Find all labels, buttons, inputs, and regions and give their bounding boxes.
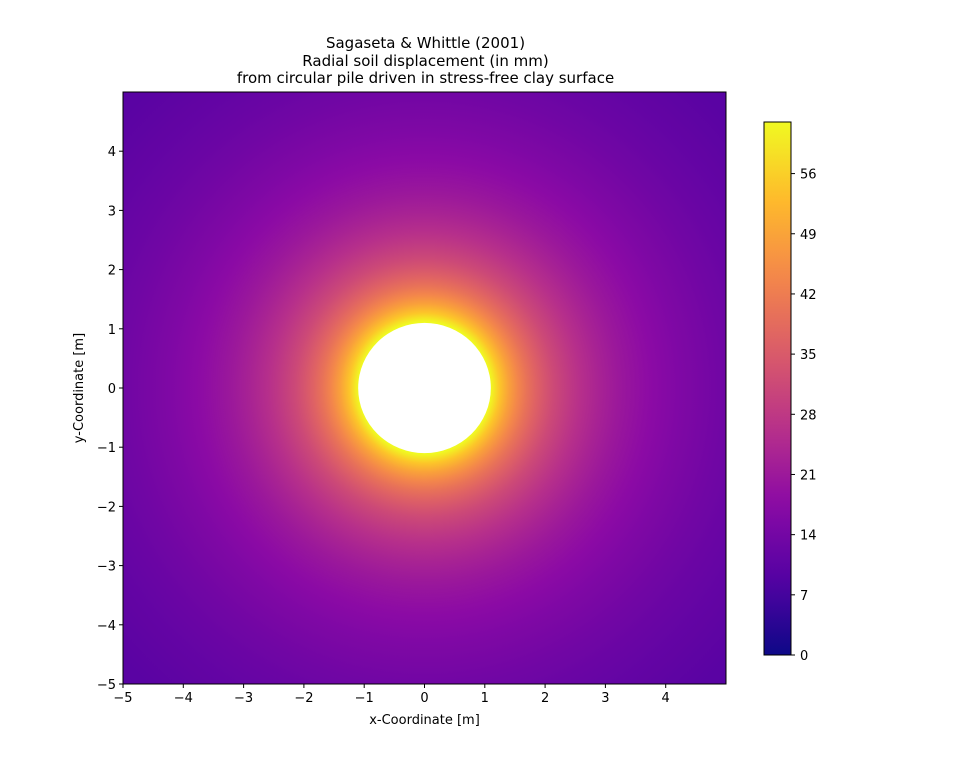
y-tick-label: −4	[97, 619, 116, 634]
colorbar-tick-label: 0	[800, 649, 808, 664]
colorbar-tick-label: 28	[800, 408, 817, 423]
y-tick-label: 2	[108, 264, 116, 279]
colorbar-tick-label: 49	[800, 228, 817, 243]
y-tick-label: 3	[108, 204, 116, 219]
title-line-1: Sagaseta & Whittle (2001)	[325, 34, 526, 52]
x-tick-label: 2	[541, 691, 549, 706]
x-tick-label: −1	[355, 691, 374, 706]
colorbar-tick-label: 35	[800, 348, 817, 363]
x-tick-label: −5	[113, 691, 132, 706]
y-tick-label: −1	[97, 441, 116, 456]
colorbar-tick-label: 21	[800, 468, 817, 483]
colorbar-tick-label: 14	[800, 529, 817, 544]
y-axis: −5 −4 −3 −2 −1 0 1 2 3 4 y-Coordinate [m]	[72, 145, 123, 693]
colorbar-tick-label: 7	[800, 589, 808, 604]
x-axis: −5 −4 −3 −2 −1 0 1 2 3 4 x-Coordinate [m]	[113, 684, 670, 728]
y-tick-label: 4	[108, 145, 116, 160]
x-tick-label: 4	[662, 691, 670, 706]
y-tick-label: 1	[108, 323, 116, 338]
colorbar-scale	[763, 121, 792, 656]
title-line-3: from circular pile driven in stress-free…	[236, 69, 615, 87]
y-tick-label: −5	[97, 678, 116, 693]
plot-area	[122, 91, 727, 685]
title-line-2: Radial soil displacement (in mm)	[302, 52, 549, 70]
x-tick-label: 3	[601, 691, 609, 706]
y-tick-label: −3	[97, 560, 116, 575]
y-axis-label: y-Coordinate [m]	[72, 333, 87, 443]
x-axis-label: x-Coordinate [m]	[369, 713, 480, 728]
x-tick-label: 1	[481, 691, 489, 706]
colorbar-tick-label: 42	[800, 288, 817, 303]
pile-hole	[358, 322, 491, 454]
x-tick-label: −3	[234, 691, 253, 706]
colorbar-tick-label: 56	[800, 168, 817, 183]
colorbar: 0 7 14 21 28 35 42 49 56	[763, 121, 817, 664]
x-tick-label: −4	[174, 691, 193, 706]
x-tick-label: −2	[294, 691, 313, 706]
x-tick-label: 0	[420, 691, 428, 706]
y-tick-label: −2	[97, 500, 116, 515]
y-tick-label: 0	[108, 382, 116, 397]
